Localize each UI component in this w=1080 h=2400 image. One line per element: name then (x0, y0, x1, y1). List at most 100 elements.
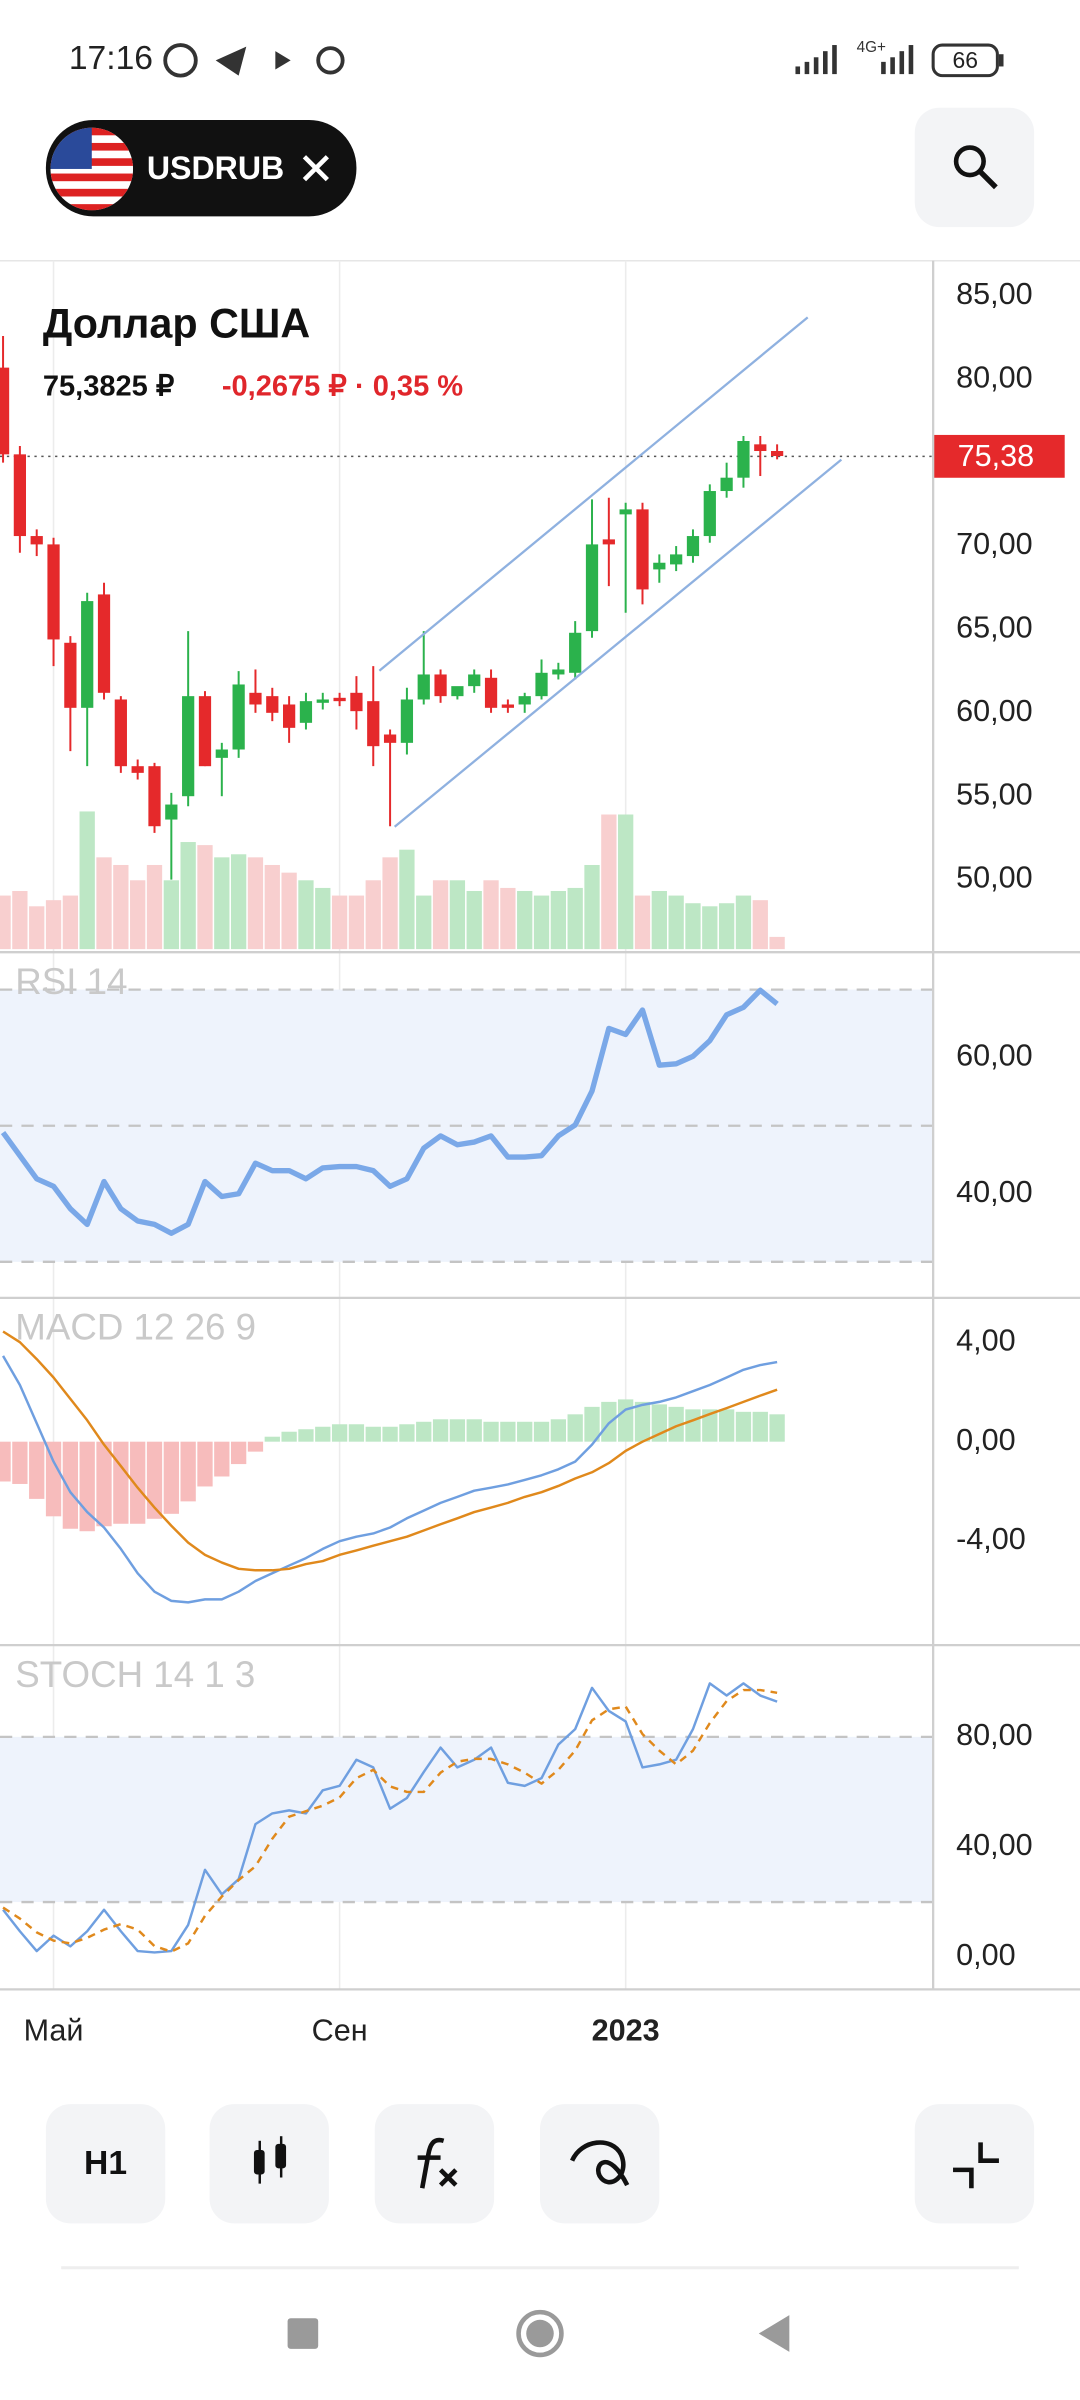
candle-body (484, 677, 498, 708)
home-button[interactable] (516, 2309, 564, 2358)
histogram-bar (146, 1441, 163, 1519)
battery-tip (998, 54, 1004, 67)
indicator-line (2, 1682, 778, 1954)
histogram-bar (449, 1419, 466, 1442)
volume-bar (230, 854, 247, 950)
telegram-icon (215, 46, 247, 76)
histogram-bar (214, 1441, 230, 1477)
y-tick-label: 70,00 (956, 527, 1033, 561)
instrument-price: 75,3825 ₽ (43, 370, 175, 402)
histogram-bar (281, 1431, 297, 1442)
histogram-bar (62, 1441, 79, 1529)
interval-label[interactable]: H1 (84, 2145, 127, 2182)
histogram-bar (348, 1424, 365, 1442)
candle-body (535, 672, 548, 697)
candle-body (316, 699, 329, 703)
y-tick-label: 65,00 (956, 611, 1033, 645)
histogram-bar (416, 1421, 432, 1442)
y-tick-label: 60,00 (956, 694, 1033, 728)
play-icon (275, 51, 291, 70)
indicator-title: MACD 12 26 9 (15, 1307, 256, 1348)
histogram-bar (113, 1441, 129, 1524)
candle-body (400, 699, 414, 743)
y-tick-label: 0,00 (956, 1938, 1016, 1972)
candle-body (81, 601, 94, 708)
histogram-bar (500, 1421, 516, 1442)
y-tick-label: 4,00 (956, 1323, 1016, 1357)
volume-bar (247, 857, 264, 950)
indicators-button[interactable] (374, 2104, 495, 2224)
chart-type-button[interactable] (209, 2104, 329, 2224)
histogram-bar (550, 1419, 567, 1442)
volume-bar (752, 900, 768, 950)
search-background[interactable] (914, 107, 1035, 228)
volume-bar (668, 895, 684, 950)
volume-bar (331, 895, 348, 950)
interval-button[interactable] (45, 2104, 166, 2224)
symbol-chip[interactable]: USDRUB (45, 120, 357, 217)
histogram-bar (618, 1399, 634, 1442)
recents-button[interactable] (287, 2318, 319, 2349)
x-tick-label: 2023 (592, 2013, 660, 2047)
histogram-bar (668, 1406, 684, 1442)
volume-bar (500, 887, 516, 950)
histogram-bar (517, 1421, 533, 1442)
close-icon[interactable] (302, 155, 329, 182)
volume-bar (584, 864, 600, 950)
candle-body (198, 696, 212, 767)
volume-bar (769, 936, 785, 950)
volume-bar (197, 845, 213, 950)
y-tick-label: 40,00 (956, 1175, 1033, 1209)
y-tick-label: 50,00 (956, 861, 1033, 895)
collapse-icon (953, 2142, 999, 2189)
candle-body (653, 562, 666, 570)
candle-body (64, 642, 77, 708)
histogram-bar (45, 1441, 62, 1517)
histogram-bar (331, 1424, 348, 1442)
volume-bar (550, 890, 567, 950)
app-icon (316, 46, 345, 75)
last-price-label: 75,38 (958, 439, 1035, 473)
candle-body (283, 704, 296, 728)
collapse-button[interactable] (914, 2104, 1035, 2224)
histogram-bar (702, 1409, 718, 1442)
flag-icon (50, 127, 134, 211)
volume-bar (180, 842, 196, 950)
candle-body (114, 699, 127, 767)
volume-bar (735, 895, 752, 950)
candle-body (13, 454, 27, 537)
drawing-icon (570, 2140, 630, 2187)
candles-icon (253, 2136, 287, 2184)
volume-bar (315, 887, 331, 950)
candle-body (670, 554, 683, 565)
volume-bar (567, 887, 583, 950)
histogram-bar (365, 1426, 381, 1442)
candle-body (350, 692, 363, 712)
network-type: 4G+ (857, 39, 886, 56)
candle-body (165, 804, 178, 820)
volume-bar (113, 864, 129, 950)
histogram-bar (264, 1436, 280, 1442)
volume-bar (214, 857, 230, 950)
volume-bar (29, 906, 45, 950)
indicator-line (2, 1330, 778, 1572)
histogram-bar (718, 1409, 735, 1442)
volume-bar (281, 872, 297, 950)
histogram-bar (382, 1426, 398, 1442)
status-bar: 17:16 4G+ 66 (69, 39, 1004, 78)
candle-body (434, 674, 447, 697)
volume-bar (634, 895, 651, 950)
y-tick-label: 40,00 (956, 1828, 1033, 1862)
histogram-bar (533, 1421, 550, 1442)
volume-bar (96, 857, 112, 950)
volume-bar (651, 890, 667, 950)
volume-bar (702, 906, 718, 950)
volume-bar (365, 880, 381, 950)
indicator-title: RSI 14 (15, 961, 127, 1002)
candle-body (737, 441, 750, 478)
search-button[interactable] (914, 107, 1035, 228)
volume-bar (718, 903, 735, 950)
back-button[interactable] (758, 2315, 790, 2352)
indicator-line (0, 987, 779, 1236)
